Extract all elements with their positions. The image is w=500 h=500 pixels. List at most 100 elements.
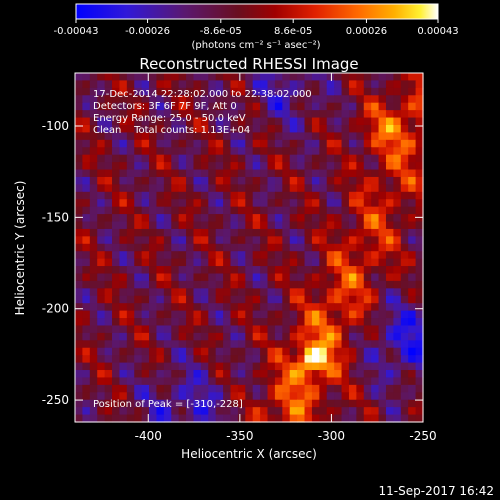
heatmap-cell <box>363 243 372 252</box>
heatmap-cell <box>230 392 239 401</box>
heatmap-cell <box>334 139 343 148</box>
heatmap-cell <box>237 377 246 386</box>
heatmap-cell <box>311 332 320 341</box>
heatmap-cell <box>178 184 187 193</box>
heatmap-cell <box>223 266 232 275</box>
heatmap-cell <box>171 199 180 208</box>
heatmap-cell <box>82 295 91 304</box>
heatmap-cell <box>385 228 394 237</box>
heatmap-cell <box>334 191 343 200</box>
heatmap-cell <box>304 295 313 304</box>
heatmap-cell <box>112 347 121 356</box>
heatmap-cell <box>319 206 328 215</box>
heatmap-cell <box>75 332 83 341</box>
heatmap-cell <box>104 95 113 104</box>
heatmap-cell <box>171 347 180 356</box>
heatmap-cell <box>112 176 121 185</box>
heatmap-cell <box>223 280 232 289</box>
heatmap-cell <box>208 80 217 89</box>
heatmap-cell <box>348 258 357 267</box>
heatmap-cell <box>215 184 224 193</box>
y-tick-label: -100 <box>42 119 69 133</box>
heatmap-cell <box>119 110 128 119</box>
heatmap-cell <box>82 162 91 171</box>
heatmap-cell <box>119 73 128 82</box>
heatmap-cell <box>104 117 113 126</box>
heatmap-cell <box>334 251 343 260</box>
heatmap-cell <box>341 214 350 223</box>
heatmap-cell <box>400 147 409 156</box>
heatmap-cell <box>163 310 172 319</box>
heatmap-cell <box>112 243 121 252</box>
heatmap-cell <box>385 95 394 104</box>
heatmap-cell <box>208 310 217 319</box>
heatmap-cell <box>356 191 365 200</box>
heatmap-cell <box>237 392 246 401</box>
heatmap-cell <box>378 347 387 356</box>
heatmap-cell <box>408 370 417 379</box>
heatmap-cell <box>311 95 320 104</box>
heatmap-cell <box>334 288 343 297</box>
heatmap-cell <box>378 169 387 178</box>
heatmap-cell <box>363 169 372 178</box>
x-tick-label: -350 <box>226 429 253 443</box>
heatmap-cell <box>260 258 269 267</box>
heatmap-cell <box>252 206 261 215</box>
heatmap-cell <box>156 214 165 223</box>
heatmap-cell <box>230 407 239 416</box>
heatmap-cell <box>385 273 394 282</box>
heatmap-cell <box>215 176 224 185</box>
heatmap-cell <box>282 266 291 275</box>
heatmap-cell <box>208 273 217 282</box>
plot-frame <box>74 72 424 423</box>
x-tick-label: -250 <box>409 429 436 443</box>
heatmap-cell <box>215 340 224 349</box>
heatmap-cell <box>141 266 150 275</box>
heatmap-cell <box>371 102 380 111</box>
heatmap-cell <box>245 288 254 297</box>
heatmap-cell <box>334 392 343 401</box>
heatmap-cell <box>186 347 195 356</box>
heatmap-cell <box>378 110 387 119</box>
heatmap-cell <box>289 139 298 148</box>
heatmap-cell <box>319 80 328 89</box>
heatmap-cell <box>193 236 202 245</box>
heatmap-cell <box>89 191 98 200</box>
heatmap-cell <box>75 251 83 260</box>
heatmap-cell <box>200 295 209 304</box>
heatmap-cell <box>208 221 217 230</box>
y-tick-label: -250 <box>42 393 69 407</box>
heatmap-cell <box>200 273 209 282</box>
heatmap-cell <box>319 295 328 304</box>
heatmap-cell <box>415 124 424 134</box>
heatmap-cell <box>163 95 172 104</box>
heatmap-cell <box>82 95 91 104</box>
heatmap-cell <box>126 228 135 237</box>
heatmap-cell <box>112 110 121 119</box>
heatmap-cell <box>408 110 417 119</box>
heatmap-cell <box>134 243 143 252</box>
heatmap-cell <box>186 102 195 111</box>
heatmap-cell <box>393 87 402 96</box>
heatmap-cell <box>97 236 106 245</box>
heatmap-cell <box>378 325 387 334</box>
heatmap-cell <box>208 73 217 82</box>
heatmap-cell <box>104 236 113 245</box>
heatmap-cell <box>385 221 394 230</box>
heatmap-cell <box>149 110 158 119</box>
heatmap-cell <box>371 414 380 423</box>
heatmap-cell <box>297 206 306 215</box>
heatmap-cell <box>223 228 232 237</box>
heatmap-cell <box>415 206 424 215</box>
heatmap-cell <box>223 407 232 416</box>
heatmap-cell <box>156 154 165 163</box>
heatmap-cell <box>311 169 320 178</box>
heatmap-cell <box>371 199 380 208</box>
heatmap-cell <box>245 199 254 208</box>
heatmap-cell <box>245 370 254 379</box>
heatmap-cell <box>297 251 306 260</box>
heatmap-cell <box>252 362 261 371</box>
heatmap-cell <box>385 139 394 148</box>
heatmap-cell <box>326 154 335 163</box>
heatmap-cell <box>149 399 158 408</box>
